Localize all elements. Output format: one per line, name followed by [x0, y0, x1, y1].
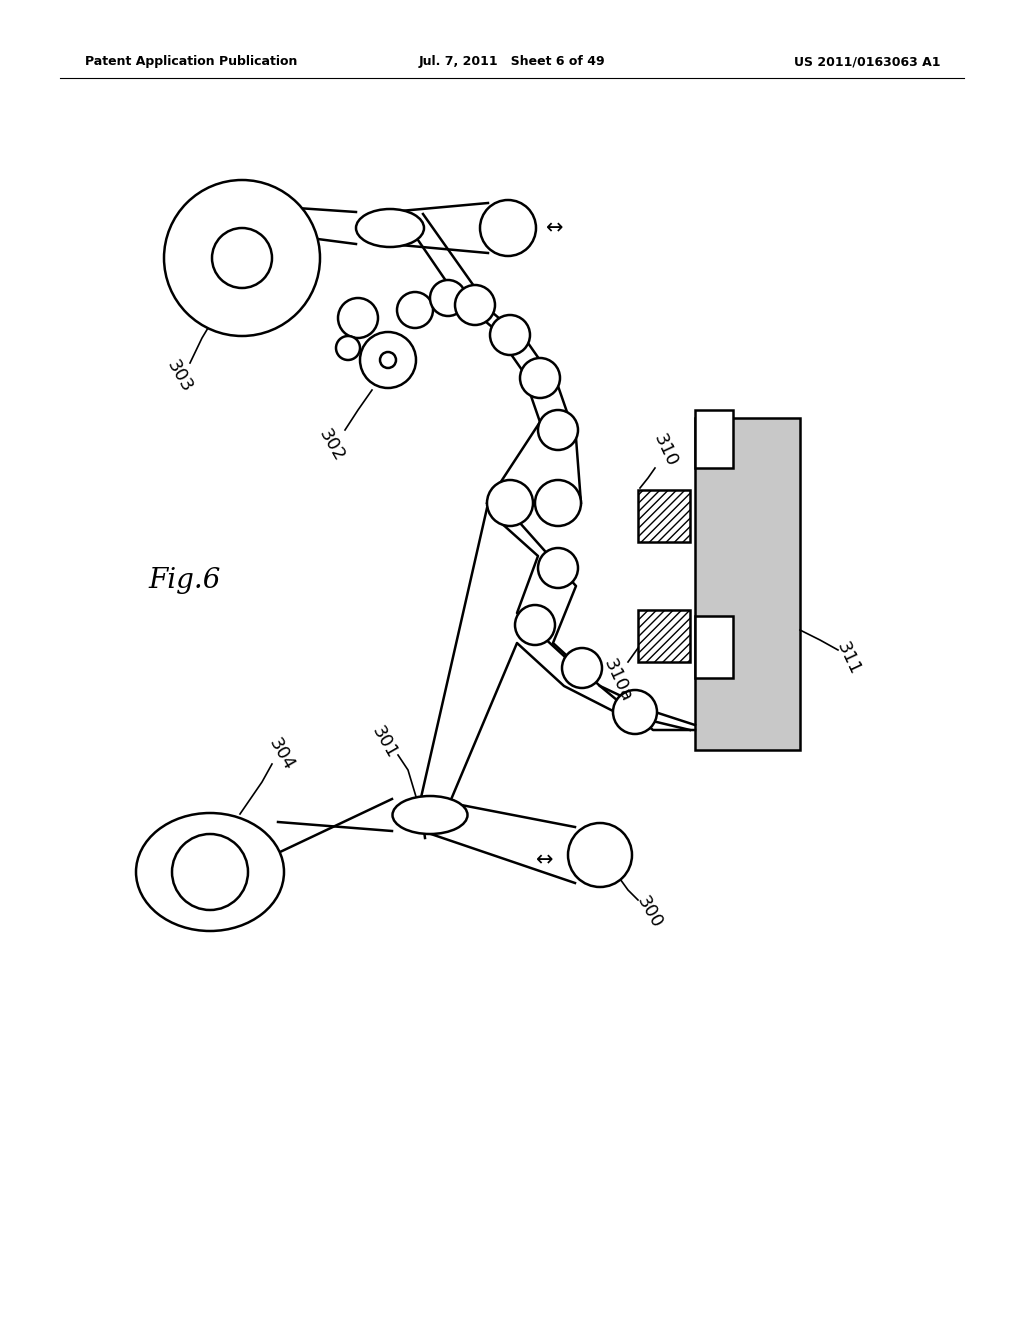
Circle shape [515, 605, 555, 645]
Circle shape [430, 280, 466, 315]
Circle shape [562, 648, 602, 688]
Text: 304: 304 [265, 735, 298, 774]
Bar [695, 411, 733, 469]
Text: Jul. 7, 2011   Sheet 6 of 49: Jul. 7, 2011 Sheet 6 of 49 [419, 55, 605, 69]
Circle shape [480, 201, 536, 256]
Text: Patent Application Publication: Patent Application Publication [85, 55, 297, 69]
Bar [638, 490, 690, 543]
Text: Fig.6: Fig.6 [148, 566, 220, 594]
Text: 310: 310 [649, 430, 680, 470]
Circle shape [380, 352, 396, 368]
Circle shape [535, 480, 581, 525]
Circle shape [568, 822, 632, 887]
Circle shape [520, 358, 560, 399]
Ellipse shape [392, 796, 468, 834]
Circle shape [397, 292, 433, 327]
Circle shape [336, 337, 360, 360]
Text: US 2011/0163063 A1: US 2011/0163063 A1 [794, 55, 940, 69]
Bar [638, 610, 690, 663]
Circle shape [455, 285, 495, 325]
Circle shape [338, 298, 378, 338]
Text: ↔: ↔ [546, 218, 564, 238]
Circle shape [164, 180, 319, 337]
Circle shape [487, 480, 534, 525]
Ellipse shape [136, 813, 284, 931]
Circle shape [613, 690, 657, 734]
Text: 301: 301 [369, 723, 401, 762]
Circle shape [538, 548, 578, 587]
Text: 310a: 310a [600, 656, 636, 705]
Text: ↔: ↔ [537, 850, 554, 870]
Bar [695, 616, 733, 678]
Bar [695, 418, 800, 750]
Text: 300: 300 [634, 892, 667, 931]
Text: 303: 303 [164, 356, 197, 395]
Circle shape [212, 228, 272, 288]
Circle shape [360, 333, 416, 388]
Circle shape [172, 834, 248, 909]
Circle shape [490, 315, 530, 355]
Text: 311: 311 [833, 639, 863, 677]
Ellipse shape [356, 209, 424, 247]
Text: 302: 302 [315, 425, 348, 465]
Circle shape [538, 411, 578, 450]
